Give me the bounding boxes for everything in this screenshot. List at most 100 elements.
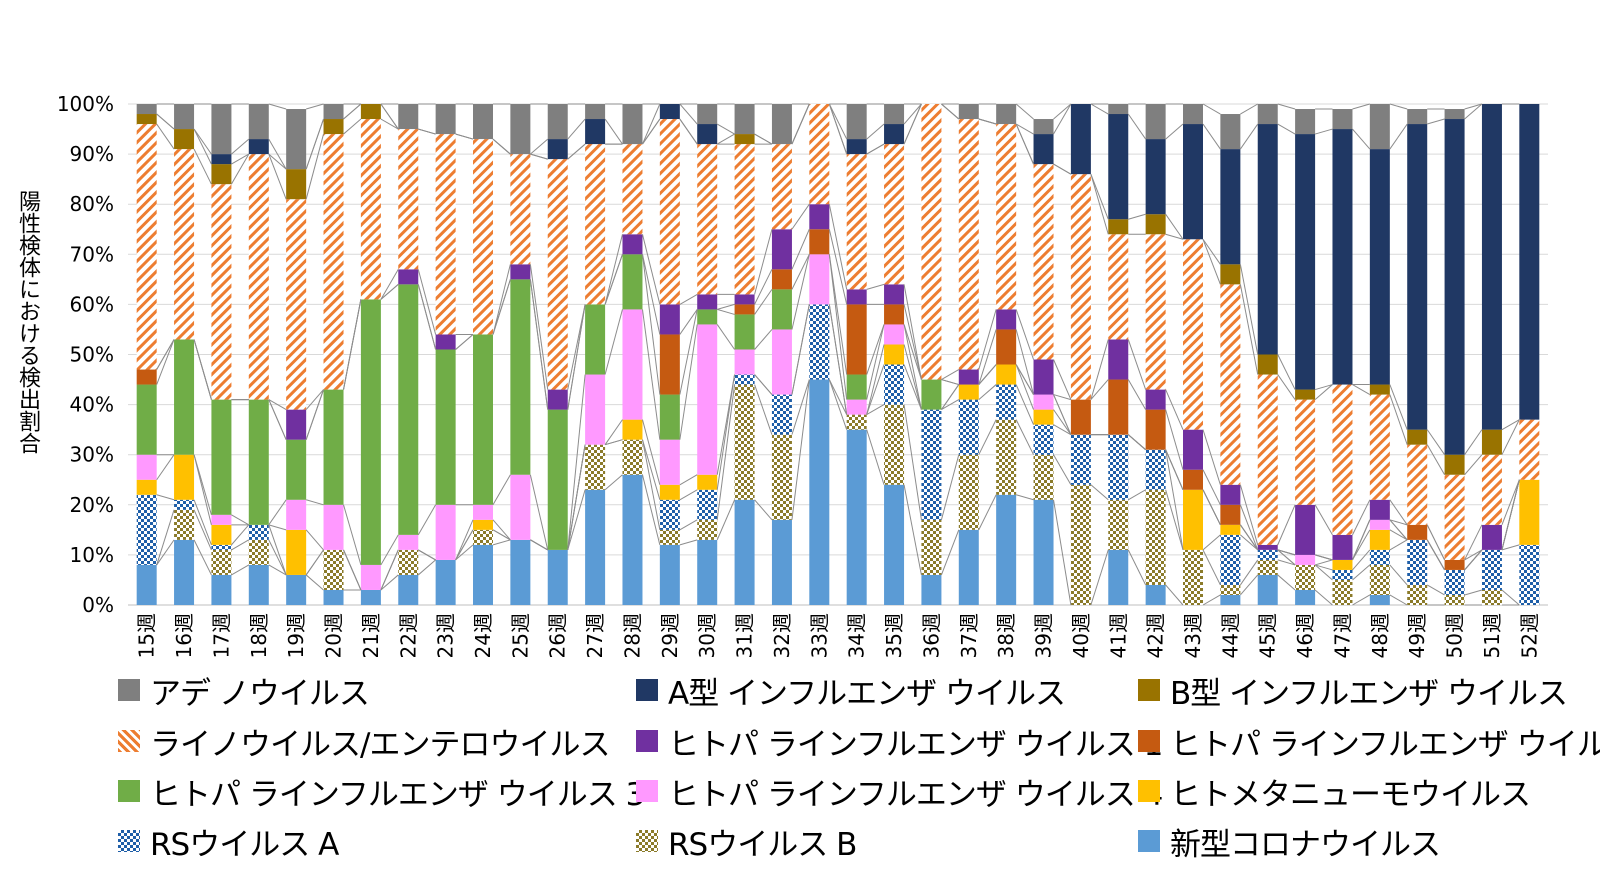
x-tick-label: 32週 xyxy=(770,613,794,658)
bar-segment xyxy=(1033,499,1054,605)
bar-segment xyxy=(211,104,232,155)
bar-segment xyxy=(846,289,867,305)
bar-segment xyxy=(622,104,643,145)
series-line xyxy=(231,153,250,165)
series-line xyxy=(940,454,960,520)
series-line xyxy=(268,103,287,110)
series-line xyxy=(455,529,474,561)
bar-segment xyxy=(473,139,493,335)
series-line xyxy=(418,549,436,561)
bar-segment xyxy=(1220,264,1241,285)
bar-segment xyxy=(996,494,1017,605)
bar-segment xyxy=(1183,124,1203,240)
series-line xyxy=(1314,559,1333,566)
series-line xyxy=(455,544,474,561)
series-line xyxy=(604,234,623,305)
bar-segment xyxy=(1332,559,1353,570)
bar-segment xyxy=(1033,454,1054,500)
bar-segment xyxy=(884,144,905,285)
bar-segment xyxy=(734,499,755,605)
bar-segment xyxy=(248,539,269,565)
bar-segment xyxy=(958,399,979,455)
series-line xyxy=(1501,479,1520,526)
bar-segment xyxy=(211,164,232,185)
series-line xyxy=(1053,394,1072,401)
bar-segment xyxy=(323,549,344,590)
series-line xyxy=(305,389,324,410)
series-line xyxy=(418,128,436,135)
series-line xyxy=(1277,354,1296,390)
bar-segment xyxy=(1183,489,1203,550)
x-tick-label: 28週 xyxy=(620,613,644,658)
bar-segment xyxy=(996,384,1017,420)
bar-segment xyxy=(809,254,830,305)
series-line xyxy=(828,103,848,140)
bar-segment xyxy=(921,574,942,605)
y-tick-label: 20% xyxy=(70,493,114,517)
bar-segment xyxy=(921,519,942,575)
bar-segment xyxy=(697,489,718,520)
x-tick-label: 25週 xyxy=(508,613,532,658)
series-connector-lines xyxy=(156,103,1520,606)
bar-segment xyxy=(286,109,307,170)
series-line xyxy=(1389,564,1408,586)
series-line xyxy=(492,138,511,155)
bar-segment xyxy=(585,119,606,145)
bar-segment xyxy=(1444,594,1465,605)
bar-segment xyxy=(286,199,307,410)
bar-segment xyxy=(921,409,942,520)
bar-segment xyxy=(211,544,232,550)
series-line xyxy=(1165,584,1184,606)
bar-segment xyxy=(398,534,419,550)
bar-segment xyxy=(771,394,792,435)
series-line xyxy=(306,103,324,110)
bar-segment xyxy=(286,409,307,440)
series-line xyxy=(1053,163,1072,175)
bar-segment xyxy=(1108,339,1129,380)
series-line xyxy=(343,299,362,390)
bar-segment xyxy=(174,149,195,340)
bar-segment xyxy=(323,589,344,605)
bar-segment xyxy=(1332,384,1353,535)
bar-segment xyxy=(360,564,381,590)
series-line xyxy=(754,133,773,145)
series-line xyxy=(492,519,511,541)
series-line xyxy=(1239,123,1259,150)
x-tick-label: 47週 xyxy=(1330,613,1354,658)
series-line xyxy=(1015,329,1035,395)
series-line xyxy=(828,254,848,400)
series-line xyxy=(828,379,848,430)
series-line xyxy=(1053,394,1072,435)
bar-segment xyxy=(809,104,830,205)
series-line xyxy=(193,539,212,576)
bar-segment xyxy=(1295,134,1316,390)
bar-segment xyxy=(248,104,269,140)
series-line xyxy=(866,324,885,400)
bar-segment xyxy=(1220,484,1241,505)
bar-segment xyxy=(585,374,606,445)
bar-segment xyxy=(771,329,792,395)
bar-segment xyxy=(1108,549,1129,605)
series-line xyxy=(530,539,548,551)
bar-segment xyxy=(136,114,157,125)
series-line xyxy=(417,269,437,335)
y-tick-label: 100% xyxy=(57,92,114,116)
series-line xyxy=(231,514,250,526)
series-line xyxy=(380,269,399,300)
bar-segment xyxy=(211,574,232,605)
series-line xyxy=(530,153,548,160)
series-line xyxy=(1239,559,1259,586)
bar-segment xyxy=(585,304,606,375)
bar-segment xyxy=(996,124,1017,310)
bar-segment xyxy=(1295,504,1316,555)
bar-segment xyxy=(659,334,680,395)
bar-segment xyxy=(734,349,755,375)
series-line xyxy=(604,419,623,445)
bar-segment xyxy=(884,364,905,405)
bar-segment xyxy=(659,544,680,605)
series-line xyxy=(754,269,773,305)
series-line xyxy=(1239,524,1259,551)
bar-segment xyxy=(884,104,905,125)
series-line xyxy=(268,539,287,576)
